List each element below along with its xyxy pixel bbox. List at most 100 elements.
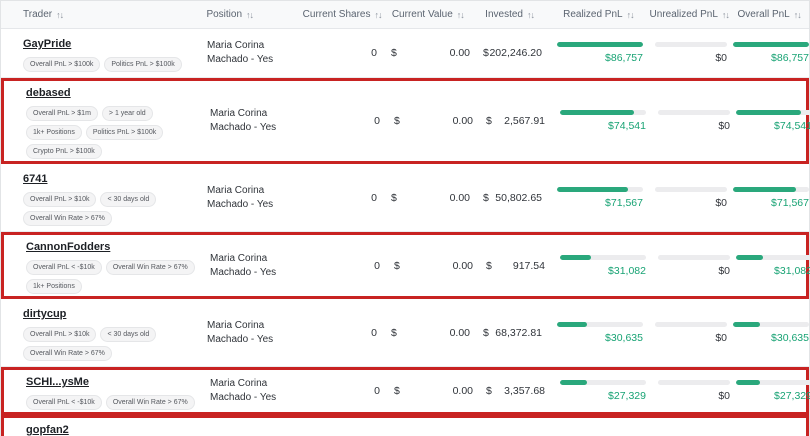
- invested-cell: $ 68,372.81: [475, 327, 547, 339]
- sort-icon[interactable]: ↑↓: [246, 9, 254, 20]
- currency-symbol: $: [483, 326, 489, 339]
- realized-pnl-value: $74,541: [608, 120, 646, 132]
- position-cell: Maria Corina Machado - Yes: [207, 39, 303, 67]
- sort-icon[interactable]: ↑↓: [374, 9, 382, 20]
- invested-cell: $ 50,802.65: [475, 192, 547, 204]
- column-header-realized-pnl[interactable]: Realized PnL ↑↓: [545, 9, 647, 20]
- column-header-invested[interactable]: Invested ↑↓: [474, 9, 546, 20]
- trader-cell: CannonFodders Overall PnL < -$10k Overall…: [4, 237, 210, 294]
- current-shares-cell: 0: [306, 260, 386, 272]
- trader-link[interactable]: CannonFodders: [26, 241, 111, 253]
- current-value-cell: $ 0.00: [386, 385, 478, 397]
- table-row: GayPride Overall PnL > $100k Politics PnL…: [1, 29, 809, 78]
- trader-badges: Overall PnL > $100k Politics PnL > $100k: [23, 57, 205, 72]
- unrealized-pnl-bar: [655, 321, 727, 327]
- current-value: 0.00: [449, 47, 470, 59]
- position-text: Maria Corina Machado - Yes: [210, 252, 277, 278]
- column-header-overall-pnl[interactable]: Overall PnL ↑↓: [729, 9, 809, 20]
- trader-link[interactable]: 6741: [23, 173, 48, 185]
- current-value: 0.00: [449, 326, 470, 339]
- overall-pnl-bar: [733, 321, 809, 327]
- realized-pnl-bar-fill: [560, 380, 588, 385]
- trader-badge: > 1 year old: [101, 106, 153, 121]
- position-text: Maria Corina Machado - Yes: [207, 319, 274, 345]
- trader-link[interactable]: debased: [26, 87, 71, 99]
- column-label: Realized PnL: [563, 9, 623, 20]
- trader-link[interactable]: SCHI...ysMe: [26, 376, 89, 388]
- trader-badge: Overall PnL > $100k: [23, 57, 101, 72]
- overall-pnl-bar-fill: [736, 380, 760, 385]
- current-shares-value: 0: [374, 385, 380, 397]
- realized-pnl-bar-fill: [560, 254, 591, 260]
- trader-badge: < 30 days old: [100, 192, 157, 207]
- overall-pnl-bar-fill: [733, 186, 796, 192]
- trader-badge: Overall Win Rate > 67%: [23, 346, 112, 361]
- column-label: Overall PnL: [737, 9, 790, 20]
- trader-badge: 1k+ Positions: [26, 125, 82, 140]
- overall-pnl-cell: $74,541: [734, 110, 810, 132]
- currency-symbol: $: [483, 47, 489, 59]
- unrealized-pnl-cell: $0: [649, 321, 731, 344]
- sort-icon[interactable]: ↑↓: [721, 9, 730, 20]
- sort-icon[interactable]: ↑↓: [793, 9, 802, 20]
- overall-pnl-bar-fill: [736, 110, 802, 115]
- trader-badges: Overall PnL > $1m > 1 year old 1k+ Positio…: [26, 106, 208, 159]
- current-shares-cell: 0: [303, 192, 383, 204]
- position-cell: Maria Corina Machado - Yes: [207, 319, 303, 347]
- realized-pnl-value: $31,082: [608, 264, 646, 277]
- realized-pnl-bar: [560, 254, 646, 260]
- table-header: Trader ↑↓ Position ↑↓ Current Shares ↑↓ …: [1, 1, 809, 29]
- trader-badge: < 30 days old: [100, 327, 157, 342]
- realized-pnl-bar-fill: [557, 42, 643, 47]
- sort-icon[interactable]: ↑↓: [456, 9, 465, 20]
- sort-icon[interactable]: ↑↓: [626, 9, 635, 20]
- table-row: SCHI...ysMe Overall PnL < -$10k Overall W…: [1, 367, 810, 415]
- invested-cell: $ 3,357.68: [478, 385, 550, 397]
- sort-icon[interactable]: ↑↓: [56, 9, 64, 20]
- column-header-unrealized-pnl[interactable]: Unrealized PnL ↑↓: [647, 9, 730, 20]
- trader-link[interactable]: gopfan2: [26, 424, 69, 436]
- current-value: 0.00: [452, 115, 473, 127]
- position-cell: Maria Corina Machado - Yes: [207, 184, 303, 212]
- position-cell: Maria Corina Machado - Yes: [210, 252, 306, 280]
- current-shares-value: 0: [374, 259, 380, 272]
- currency-symbol: $: [394, 385, 400, 397]
- realized-pnl-cell: $74,541: [550, 110, 652, 132]
- invested-cell: $ 917.54: [478, 260, 550, 272]
- unrealized-pnl-value: $0: [715, 196, 727, 209]
- current-value-cell: $ 0.00: [386, 115, 478, 127]
- trader-badge: Overall PnL < -$10k: [26, 395, 102, 410]
- current-shares-value: 0: [371, 47, 377, 59]
- table-row: dirtycup Overall PnL > $10k < 30 days old…: [1, 299, 809, 367]
- current-value: 0.00: [452, 259, 473, 272]
- current-shares-value: 0: [371, 191, 377, 204]
- trader-badges: Overall PnL > $10k < 30 days old Overall W…: [23, 192, 205, 226]
- column-header-position[interactable]: Position ↑↓: [206, 9, 302, 20]
- invested-value: 917.54: [512, 259, 545, 272]
- column-header-trader[interactable]: Trader ↑↓: [1, 9, 206, 20]
- unrealized-pnl-cell: $0: [649, 42, 731, 64]
- unrealized-pnl-cell: $0: [649, 186, 731, 209]
- invested-cell: $ 2,567.91: [478, 115, 550, 127]
- trader-badges: Overall PnL < -$10k Overall Win Rate > 67…: [26, 260, 208, 294]
- position-cell: Maria Corina Machado - Yes: [210, 107, 306, 135]
- overall-pnl-bar: [733, 42, 809, 47]
- currency-symbol: $: [483, 191, 489, 204]
- current-shares-value: 0: [371, 326, 377, 339]
- unrealized-pnl-cell: $0: [652, 380, 734, 402]
- position-text: Maria Corina Machado - Yes: [210, 108, 277, 133]
- column-header-current-value[interactable]: Current Value ↑↓: [382, 9, 474, 20]
- currency-symbol: $: [486, 385, 492, 397]
- realized-pnl-bar: [560, 110, 646, 115]
- unrealized-pnl-bar: [658, 254, 730, 260]
- overall-pnl-value: $74,541: [774, 120, 810, 132]
- sort-icon[interactable]: ↑↓: [526, 9, 535, 20]
- realized-pnl-bar-fill: [560, 110, 634, 115]
- realized-pnl-cell: $30,635: [547, 321, 649, 344]
- trader-link[interactable]: dirtycup: [23, 308, 67, 320]
- trader-link[interactable]: GayPride: [23, 38, 72, 50]
- position-text: Maria Corina Machado - Yes: [207, 184, 274, 210]
- column-header-current-shares[interactable]: Current Shares ↑↓: [302, 9, 383, 20]
- trader-badge: Crypto PnL > $100k: [26, 144, 102, 159]
